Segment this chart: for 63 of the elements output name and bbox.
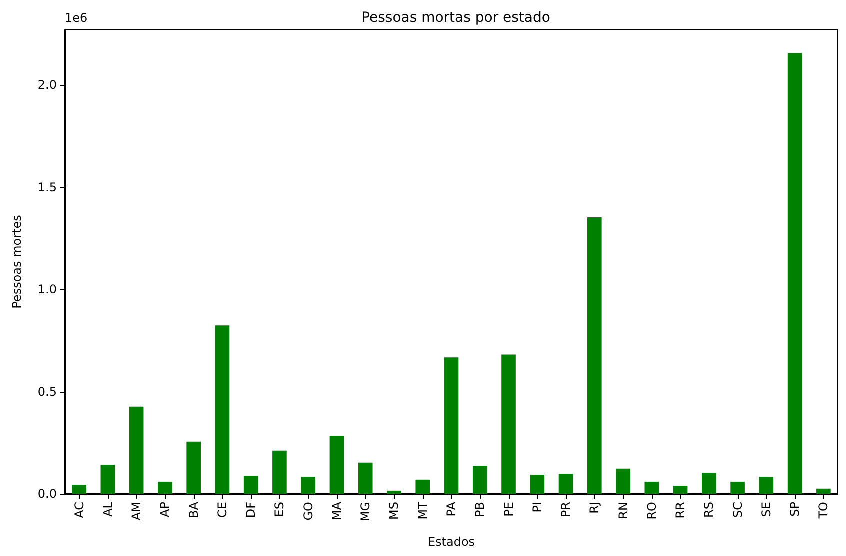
x-axis-title: Estados [428, 535, 476, 549]
bar [502, 354, 516, 494]
x-tick-label: RJ [588, 502, 602, 514]
x-tick-label: DF [244, 502, 258, 518]
bar [759, 477, 774, 494]
bar [558, 474, 574, 494]
bar [530, 474, 545, 494]
x-tick-label: MS [387, 502, 402, 520]
bar [244, 476, 258, 494]
bar [330, 436, 344, 494]
x-tick-label: MA [330, 501, 344, 521]
bar [301, 477, 316, 494]
x-tick-label: AM [130, 502, 144, 521]
x-tick-label: PA [444, 501, 458, 517]
bar [702, 472, 716, 494]
x-tick-label: RN [616, 502, 630, 520]
x-tick-label: MT [416, 501, 430, 520]
y-tick-label: 2.0 [38, 78, 57, 92]
x-tick-label: PR [559, 502, 574, 518]
x-tick-label: SC [730, 502, 745, 518]
x-tick-label: RS [702, 502, 716, 518]
bar [644, 482, 660, 494]
bar [816, 488, 831, 494]
y-tick-label: 1.5 [38, 180, 57, 194]
y-tick-label: 1.0 [38, 282, 57, 297]
x-tick-label: AL [100, 502, 115, 517]
x-tick-label: AP [158, 502, 172, 518]
bar [358, 462, 373, 494]
x-tick-label: SP [788, 502, 802, 517]
chart-title: Pessoas mortas por estado [362, 10, 550, 26]
bar [673, 486, 688, 494]
bar [158, 482, 172, 494]
bar [129, 406, 144, 494]
y-axis-title: Pessoas mortes [10, 215, 24, 309]
x-tick-label: MG [358, 502, 373, 522]
x-tick-label: CE [215, 502, 230, 518]
y-tick-label: 0.0 [38, 487, 57, 501]
y-tick-label: 0.5 [38, 384, 57, 399]
bar [730, 482, 745, 494]
bar [100, 464, 116, 494]
bar [416, 480, 430, 494]
x-tick-label: BA [186, 501, 201, 518]
x-tick-label: PE [502, 502, 516, 517]
bar [616, 468, 630, 494]
x-tick-label: PB [473, 502, 488, 518]
bar [186, 442, 201, 494]
bar [472, 466, 488, 494]
x-tick-label: RR [674, 502, 688, 519]
bar [72, 485, 86, 494]
bar [444, 358, 459, 494]
x-tick-label: SE [759, 502, 774, 518]
x-tick-label: GO [301, 502, 316, 521]
bar [272, 450, 287, 494]
bar [215, 326, 230, 494]
text: 1e6 [65, 11, 88, 25]
x-tick-label: PI [530, 502, 544, 513]
bar [387, 490, 402, 494]
x-tick-label: AC [72, 502, 86, 518]
x-tick-label: ES [272, 502, 287, 518]
bar [788, 53, 802, 494]
bar [587, 217, 602, 494]
x-tick-label: RO [644, 502, 659, 520]
x-tick-label: TO [816, 502, 831, 520]
